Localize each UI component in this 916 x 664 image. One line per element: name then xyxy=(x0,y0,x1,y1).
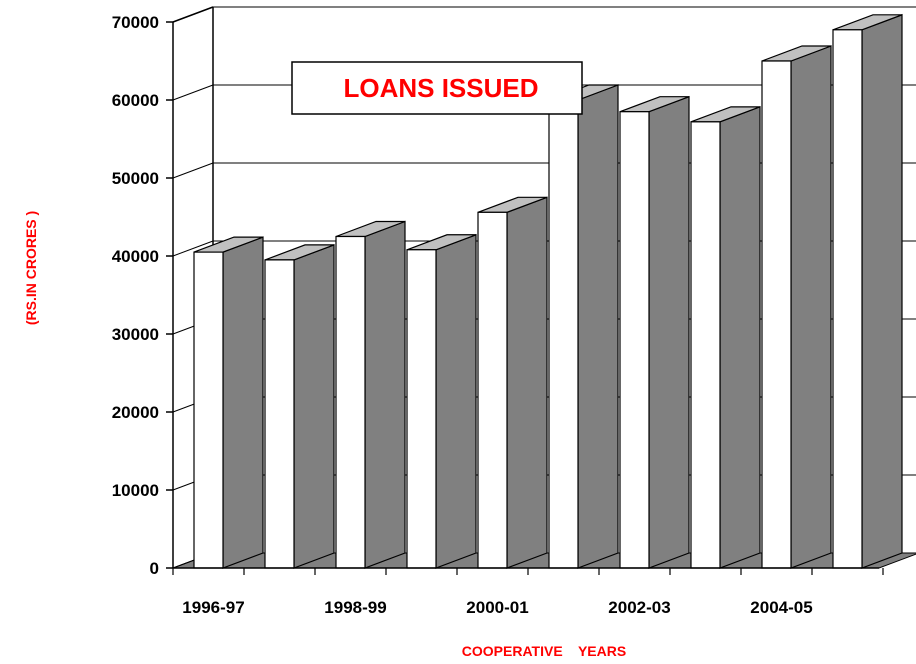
bar-2004-05 xyxy=(761,45,832,569)
bar-side xyxy=(719,105,761,569)
bar-1998-99 xyxy=(335,220,406,569)
bar-1999-00 xyxy=(406,233,477,569)
bar-2002-03 xyxy=(619,95,690,569)
y-tick-label: 10000 xyxy=(112,481,159,500)
bar-side xyxy=(222,236,264,569)
bar-2001-02 xyxy=(548,84,619,569)
bar-front xyxy=(406,249,437,569)
chart-title-box: LOANS ISSUED xyxy=(291,61,583,115)
bar-front xyxy=(548,99,579,569)
y-tick-label: 50000 xyxy=(112,169,159,188)
x-tick-label: 1996-97 xyxy=(182,598,244,617)
x-tick-label: 2000-01 xyxy=(466,598,528,617)
y-tick-label: 40000 xyxy=(112,247,159,266)
bar-side xyxy=(506,196,548,569)
bar-1996-97 xyxy=(193,236,264,569)
side-gridline xyxy=(172,6,214,23)
y-tick-label: 30000 xyxy=(112,325,159,344)
side-gridline xyxy=(172,162,214,179)
bar-side xyxy=(435,233,477,569)
bar-side xyxy=(790,45,832,569)
y-axis-title: (RS.IN CRORES ) xyxy=(23,211,39,325)
bar-front xyxy=(690,121,721,569)
bar-front xyxy=(264,259,295,569)
chart-title: LOANS ISSUED xyxy=(343,73,538,103)
bar-side xyxy=(293,244,335,569)
x-axis-title: COOPERATIVE YEARS xyxy=(462,643,626,659)
bar-front xyxy=(193,251,224,569)
bar-side xyxy=(648,95,690,569)
bar-front xyxy=(832,29,863,569)
bar-front xyxy=(335,235,366,569)
bar-front xyxy=(619,111,650,569)
x-tick-label: 1998-99 xyxy=(324,598,386,617)
bar-2000-01 xyxy=(477,196,548,569)
y-tick-label: 60000 xyxy=(112,91,159,110)
bar-side xyxy=(364,220,406,569)
x-tick-label: 2004-05 xyxy=(750,598,812,617)
side-gridline xyxy=(172,84,214,101)
chart-title-frame xyxy=(291,61,583,115)
x-tick-label: 2002-03 xyxy=(608,598,670,617)
y-tick-label: 20000 xyxy=(112,403,159,422)
bar-side xyxy=(577,84,619,569)
bar-2003-04 xyxy=(690,105,761,569)
x-axis-ticks: 1996-97 1998-99 2000-01 2002-03 2004-05 xyxy=(172,567,884,617)
bar-side xyxy=(861,13,903,569)
bar-1997-98 xyxy=(264,244,335,569)
bar-front xyxy=(477,211,508,569)
bar-front xyxy=(761,60,792,569)
side-gridline xyxy=(172,240,214,257)
bar-2005-06 xyxy=(832,13,903,569)
y-tick-label: 70000 xyxy=(112,13,159,32)
bars xyxy=(193,13,903,569)
y-tick-label: 0 xyxy=(150,559,159,578)
y-axis-ticks: 0 10000 20000 30000 40000 50000 60000 70000 xyxy=(112,13,173,578)
